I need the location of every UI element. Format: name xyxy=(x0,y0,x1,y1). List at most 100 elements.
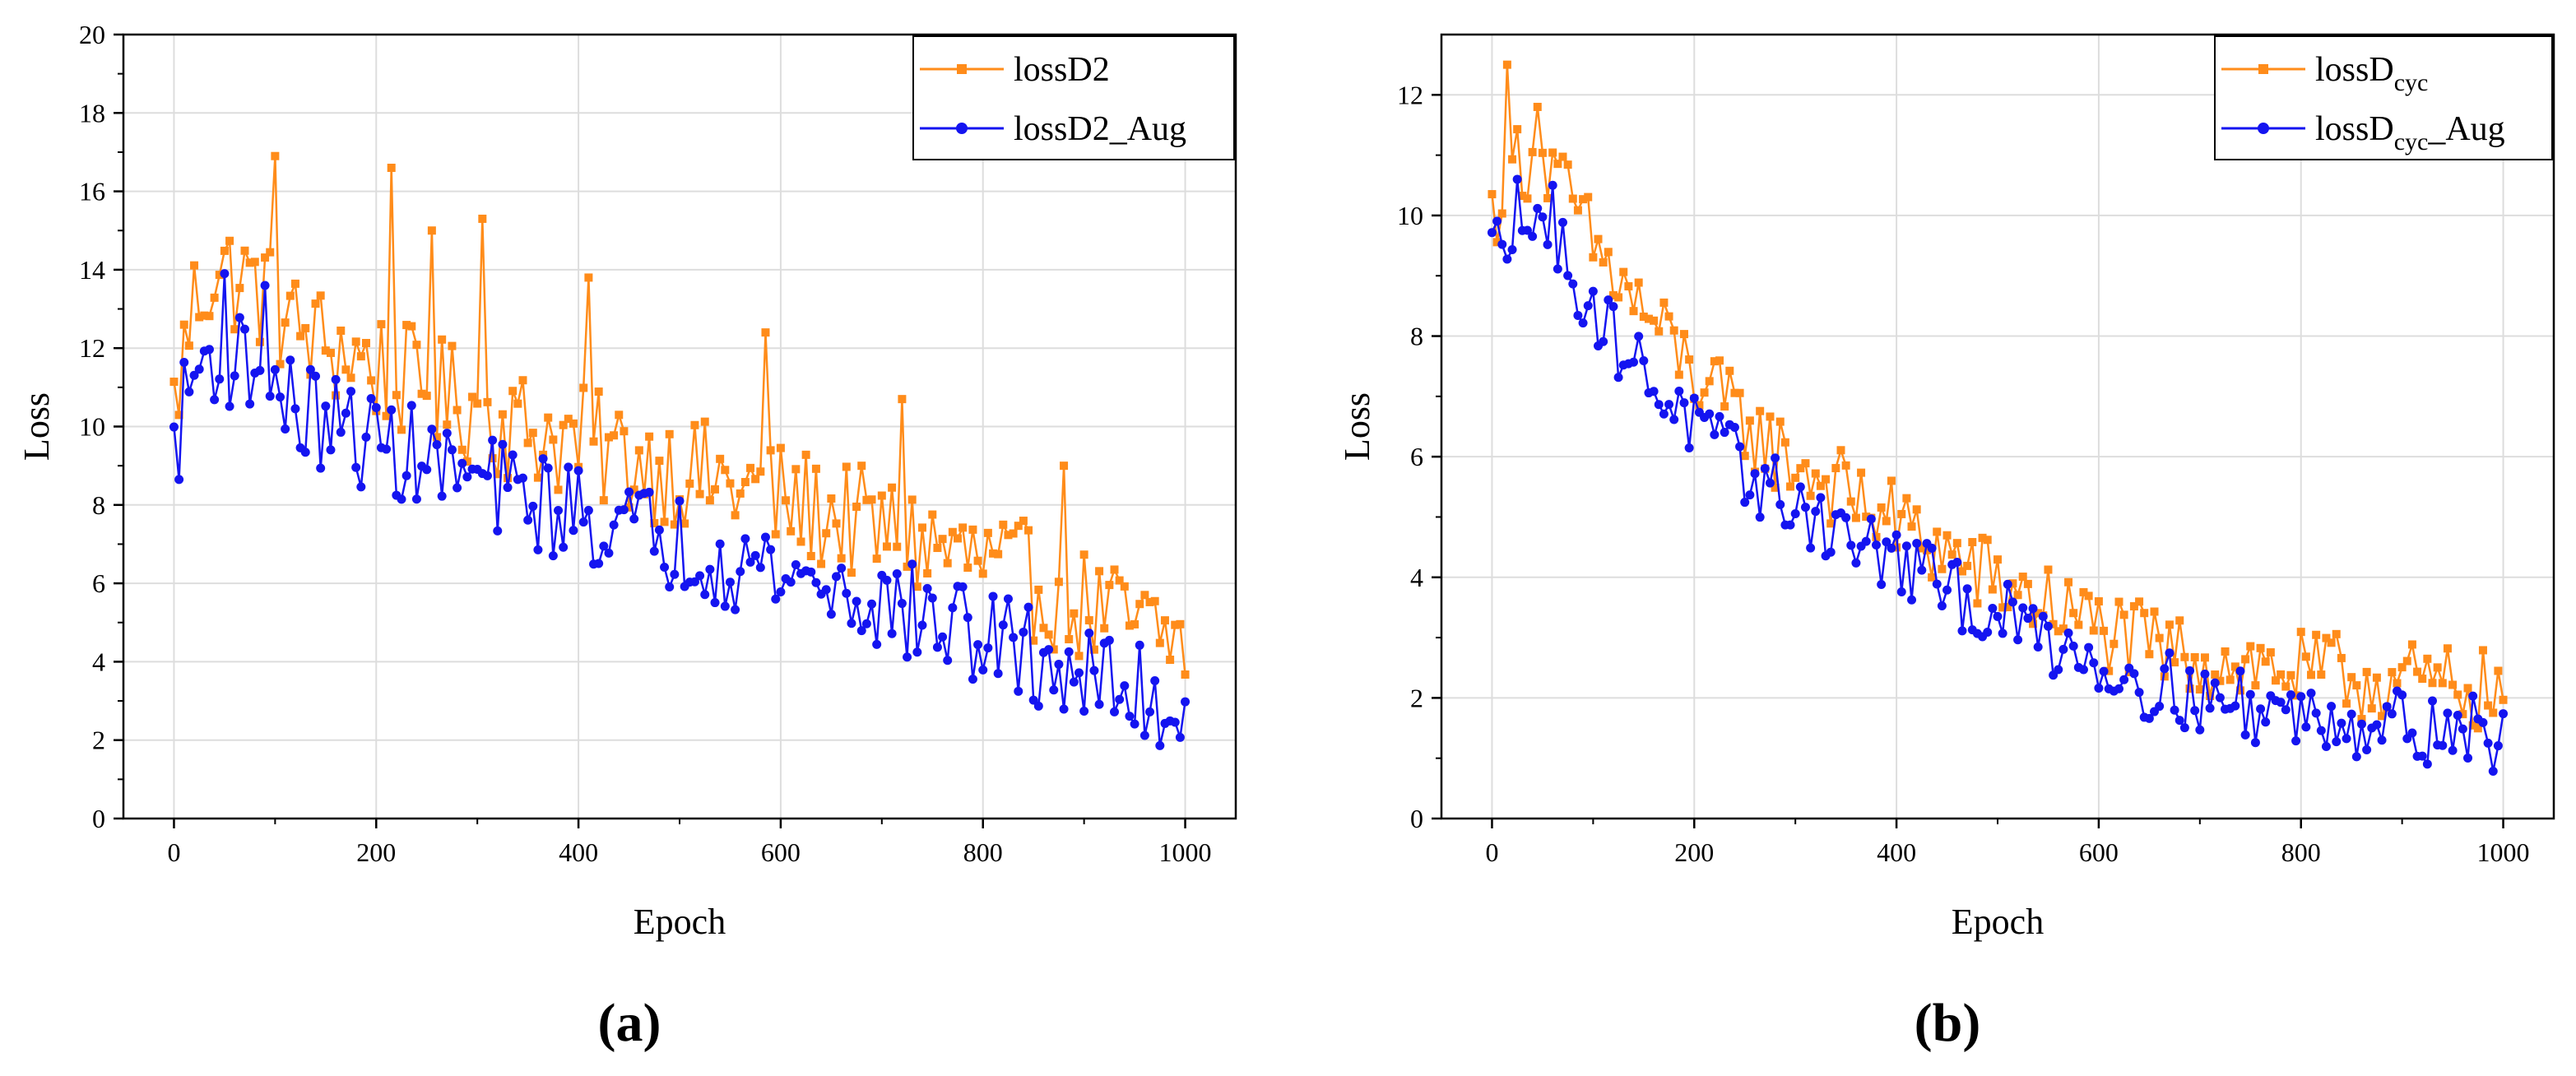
data-point xyxy=(1492,238,1502,247)
data-point xyxy=(2301,652,2310,661)
data-point xyxy=(417,389,426,398)
data-point xyxy=(1105,581,1114,590)
data-point xyxy=(2418,675,2427,684)
data-point xyxy=(2235,666,2245,676)
data-point xyxy=(786,577,796,587)
data-point xyxy=(1902,494,1911,503)
series-base xyxy=(1488,60,2508,733)
data-point xyxy=(321,401,331,411)
data-point xyxy=(1044,645,1054,655)
data-point xyxy=(1639,355,1649,365)
legend-marker xyxy=(2258,64,2268,74)
x-tick-label: 0 xyxy=(167,837,180,867)
data-point xyxy=(2013,591,2022,600)
data-point xyxy=(2140,609,2149,618)
data-point xyxy=(988,591,998,601)
data-point xyxy=(1487,228,1497,238)
x-tick-label: 200 xyxy=(356,837,396,867)
data-point xyxy=(1932,579,1942,589)
data-point xyxy=(1806,491,1815,500)
data-point xyxy=(285,355,295,365)
data-point xyxy=(210,395,220,405)
data-point xyxy=(1735,388,1744,397)
data-point xyxy=(2003,579,2012,589)
data-point xyxy=(2215,693,2225,703)
data-point xyxy=(1518,192,1527,201)
data-point xyxy=(2221,647,2230,656)
data-point xyxy=(1004,531,1013,540)
data-point xyxy=(2160,664,2170,674)
data-point xyxy=(1978,533,1987,542)
data-point xyxy=(872,554,881,564)
legend-label: lossDcyc_Aug xyxy=(2315,110,2505,155)
data-point xyxy=(387,405,397,415)
data-point xyxy=(2119,675,2129,684)
data-point xyxy=(711,485,720,494)
data-point xyxy=(2458,724,2467,734)
data-point xyxy=(928,510,937,519)
data-point xyxy=(1998,603,2007,612)
data-point xyxy=(1952,539,1961,548)
data-point xyxy=(2276,698,2286,707)
data-point xyxy=(230,371,239,381)
data-point xyxy=(2205,703,2215,713)
data-point xyxy=(700,417,709,426)
data-point xyxy=(2144,713,2154,723)
data-point xyxy=(493,526,503,536)
data-point xyxy=(1608,290,1618,299)
data-point xyxy=(2357,715,2366,724)
data-point xyxy=(528,501,538,511)
data-point xyxy=(1573,310,1583,320)
data-point xyxy=(559,420,568,429)
data-point xyxy=(1538,212,1548,222)
data-point xyxy=(1846,540,1856,550)
data-point xyxy=(437,491,447,501)
data-point xyxy=(260,281,270,290)
data-point xyxy=(943,559,952,568)
data-point xyxy=(893,542,902,551)
data-point xyxy=(1917,565,1927,575)
data-point xyxy=(179,358,189,368)
data-point xyxy=(2362,667,2371,676)
data-point xyxy=(645,432,654,441)
data-point xyxy=(2200,669,2210,679)
data-point xyxy=(766,446,775,455)
data-point xyxy=(2206,691,2215,700)
data-point xyxy=(806,567,816,577)
data-point xyxy=(1826,547,1836,557)
data-point xyxy=(548,551,558,561)
data-point xyxy=(1983,627,1993,637)
data-point xyxy=(245,399,255,409)
data-point xyxy=(281,318,290,327)
data-point xyxy=(1568,279,1578,289)
data-point xyxy=(998,620,1008,630)
data-point xyxy=(1957,626,1967,636)
data-point xyxy=(2038,611,2048,621)
data-point xyxy=(1028,695,1038,705)
data-point xyxy=(2443,644,2452,653)
data-point xyxy=(817,559,826,568)
data-point xyxy=(1599,257,1608,267)
data-point xyxy=(2089,626,2098,635)
data-point xyxy=(2018,603,2028,613)
data-point xyxy=(973,556,982,565)
data-point xyxy=(2200,653,2209,662)
data-point xyxy=(1644,314,1653,323)
data-point xyxy=(1100,624,1109,633)
data-point xyxy=(1548,180,1557,190)
data-point xyxy=(2094,597,2103,606)
data-point xyxy=(888,483,897,492)
data-point xyxy=(594,387,603,397)
data-point xyxy=(508,450,518,460)
x-axis-label: Epoch xyxy=(1952,902,2044,942)
data-point xyxy=(1771,453,1780,463)
data-point xyxy=(169,378,179,387)
data-point xyxy=(912,582,921,591)
data-point xyxy=(1882,517,1891,526)
data-point xyxy=(1907,522,1916,531)
data-point xyxy=(695,571,705,581)
x-tick-label: 400 xyxy=(559,837,598,867)
x-tick-label: 600 xyxy=(761,837,801,867)
data-point xyxy=(610,431,619,440)
data-point xyxy=(2054,665,2063,675)
